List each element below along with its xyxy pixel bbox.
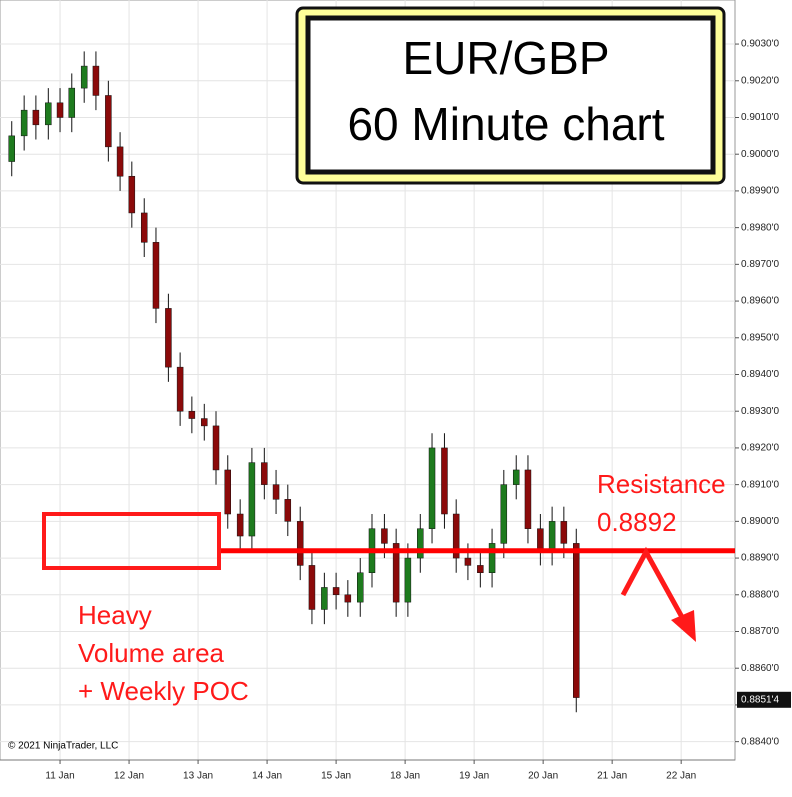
candle-body [512,469,520,485]
candle-body [165,308,172,368]
candle-body [344,594,352,603]
y-tick-label: 0.9030'0 [741,39,779,50]
candle-body [201,418,208,427]
x-tick-label: 21 Jan [597,771,627,782]
x-tick-label: 19 Jan [459,771,489,782]
x-tick-label: 12 Jan [114,771,144,782]
candle-body [524,469,532,529]
arrow-head [671,610,696,642]
candle-body [212,425,220,471]
candle-body [224,469,231,515]
candle-body [357,572,364,603]
candle-body [537,528,544,551]
candle-body [45,102,52,126]
y-tick-label: 0.8970'0 [741,259,779,270]
candle-body [488,543,496,574]
x-tick-label: 18 Jan [390,771,420,782]
resistance-value: 0.8892 [597,507,677,537]
candle-body [332,587,340,596]
y-tick-label: 0.8950'0 [741,332,779,343]
y-tick-label: 0.8840'0 [741,736,779,747]
candle-body [381,528,388,544]
candle-body [261,462,268,485]
candle-body [188,410,196,419]
price-tag [737,691,791,708]
y-tick-label: 0.8870'0 [741,626,779,637]
y-tick-label: 0.9010'0 [741,112,779,123]
x-tick-label: 11 Jan [45,771,74,782]
y-tick-label: 0.8890'0 [741,553,779,564]
y-tick-label: 0.9020'0 [741,75,779,86]
heavy-text: Volume area [78,638,225,668]
chart-title: EUR/GBP [402,32,609,84]
heavy-text: Heavy [78,600,152,630]
y-tick-label: 0.8940'0 [741,369,779,380]
arrow [620,546,691,630]
title-box [305,15,716,175]
candle-body [32,109,40,126]
candle-body [116,146,124,177]
candle-body [404,557,412,603]
candle-body [573,543,580,698]
candle-body [105,95,112,148]
copyright: © 2021 NinjaTrader, LLC [8,741,118,752]
candle-body [296,521,304,566]
candle-body [20,109,28,137]
candle-body [548,521,556,551]
x-tick-label: 15 Jan [321,771,351,782]
candle-body [176,366,184,412]
y-tick-label: 0.8900'0 [741,516,779,527]
candle-body [560,521,568,544]
candle-body [68,87,76,118]
candle-body [8,135,15,162]
candle-body [248,462,256,537]
y-tick-label: 0.9000'0 [741,149,779,160]
candle-body [477,565,484,574]
price-tag-label: 0.8851'4 [741,694,779,705]
x-tick-label: 14 Jan [252,771,282,782]
y-tick-label: 0.8880'0 [741,589,779,600]
candle-body [152,242,160,309]
volume-box [42,512,221,570]
y-tick-label: 0.8930'0 [741,406,779,417]
x-tick-label: 22 Jan [666,771,696,782]
candle-body [417,528,424,559]
y-tick-label: 0.8910'0 [741,479,779,490]
x-tick-label: 13 Jan [183,771,213,782]
candle-body [464,557,472,566]
resistance-text: Resistance [597,469,726,499]
candle-body [321,587,328,610]
heavy-text: + Weekly POC [78,676,249,706]
chart-subtitle: 60 Minute chart [347,98,664,150]
y-tick-label: 0.8980'0 [741,222,779,233]
candle-body [80,65,88,89]
y-tick-label: 0.8990'0 [741,186,779,197]
candles [8,51,580,713]
candle-body [272,484,280,500]
candle-body [308,565,316,610]
candle-body [452,513,460,559]
y-tick-label: 0.8960'0 [741,296,779,307]
candle-body [284,499,292,522]
candle-body [140,212,148,243]
candle-body [428,447,436,529]
candle-body [441,447,448,515]
candle-body [500,484,508,544]
candle-body [392,543,400,603]
candle-body [92,65,100,96]
candle-body [56,102,64,118]
x-tick-label: 20 Jan [528,771,558,782]
candle-body [128,175,136,214]
y-tick-label: 0.8920'0 [741,443,779,454]
y-tick-label: 0.8860'0 [741,663,779,674]
candle-body [236,513,244,537]
